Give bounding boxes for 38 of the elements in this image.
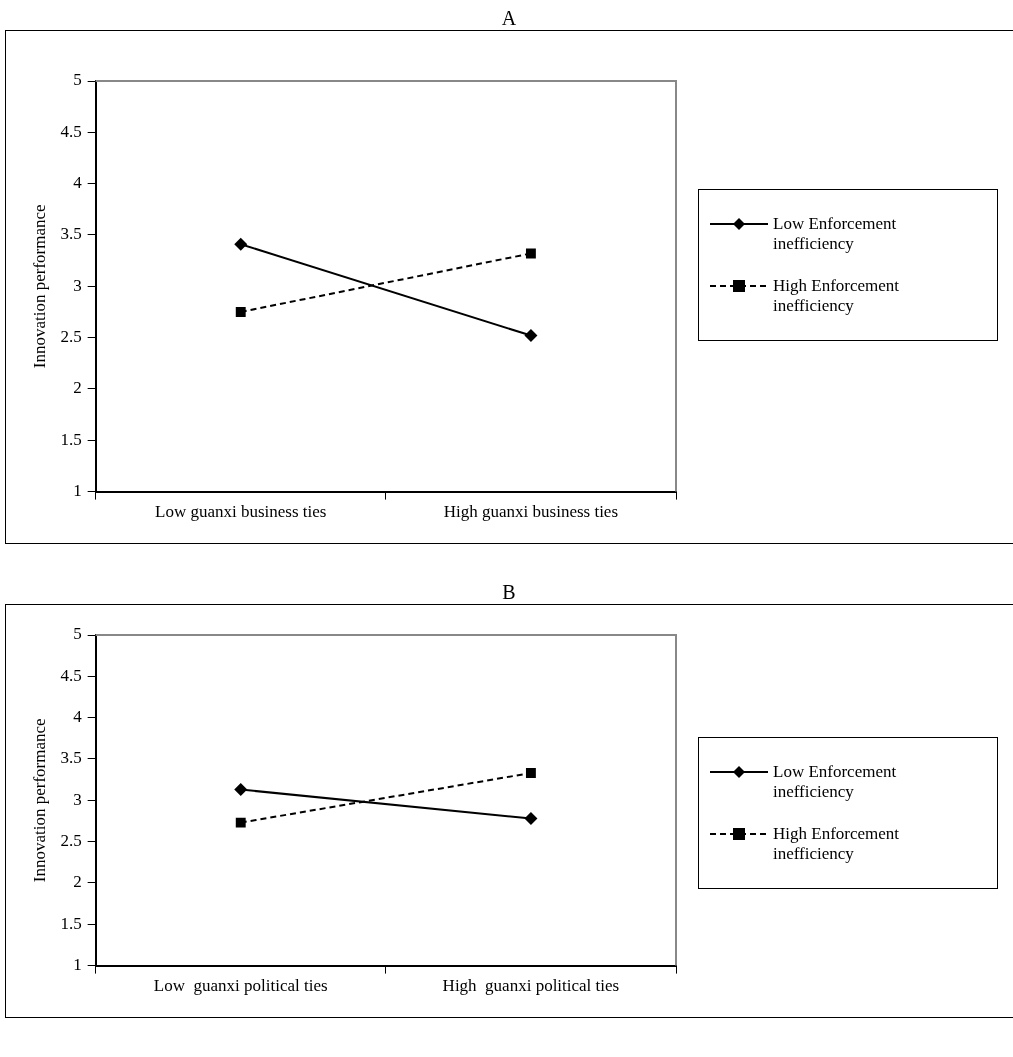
y-tick-label: 1	[73, 955, 82, 975]
y-tick-label: 1	[73, 481, 82, 501]
y-tick-label: 4.5	[60, 665, 82, 685]
y-tick-label: 3	[73, 789, 82, 809]
y-tick-label: 2	[73, 872, 82, 892]
point	[235, 817, 246, 828]
y-tick-label: 4	[73, 707, 83, 727]
x-tick-label: Low guanxi business ties	[155, 502, 327, 522]
y-tick-label: 3.5	[60, 224, 82, 244]
chart-title: A	[500, 6, 518, 30]
y-tick-label: 3.5	[60, 748, 82, 768]
y-tick-label: 2.5	[60, 327, 82, 347]
legend-label: Low Enforcement inefficiency	[773, 762, 898, 802]
y-tick-label: 1.5	[60, 429, 82, 449]
y-tick-label: 5	[73, 624, 82, 644]
point	[524, 811, 538, 825]
x-tick-label: Low guanxi political ties	[153, 976, 328, 996]
point	[234, 237, 248, 251]
chart-title: B	[501, 580, 517, 604]
point	[525, 768, 536, 778]
point	[525, 248, 536, 259]
y-tick-label: 5	[73, 70, 82, 90]
point	[524, 329, 538, 343]
y-axis-title: Innovation performance	[29, 718, 49, 883]
x-tick-label: High guanxi political ties	[442, 976, 620, 996]
y-axis-title: Innovation performance	[29, 204, 49, 369]
y-tick-label: 2.5	[60, 831, 82, 851]
point	[234, 783, 248, 797]
y-tick-label: 4	[73, 173, 83, 193]
point	[235, 307, 246, 317]
y-tick-label: 2	[73, 378, 82, 398]
y-tick-label: 1.5	[60, 913, 82, 933]
legend-label: Low Enforcement inefficiency	[773, 214, 898, 254]
legend-label: High Enforcement inefficiency	[773, 824, 901, 864]
x-tick-label: High guanxi business ties	[443, 502, 619, 522]
legend-label: High Enforcement inefficiency	[773, 276, 901, 316]
y-tick-label: 4.5	[60, 121, 82, 141]
y-tick-label: 3	[73, 275, 82, 295]
